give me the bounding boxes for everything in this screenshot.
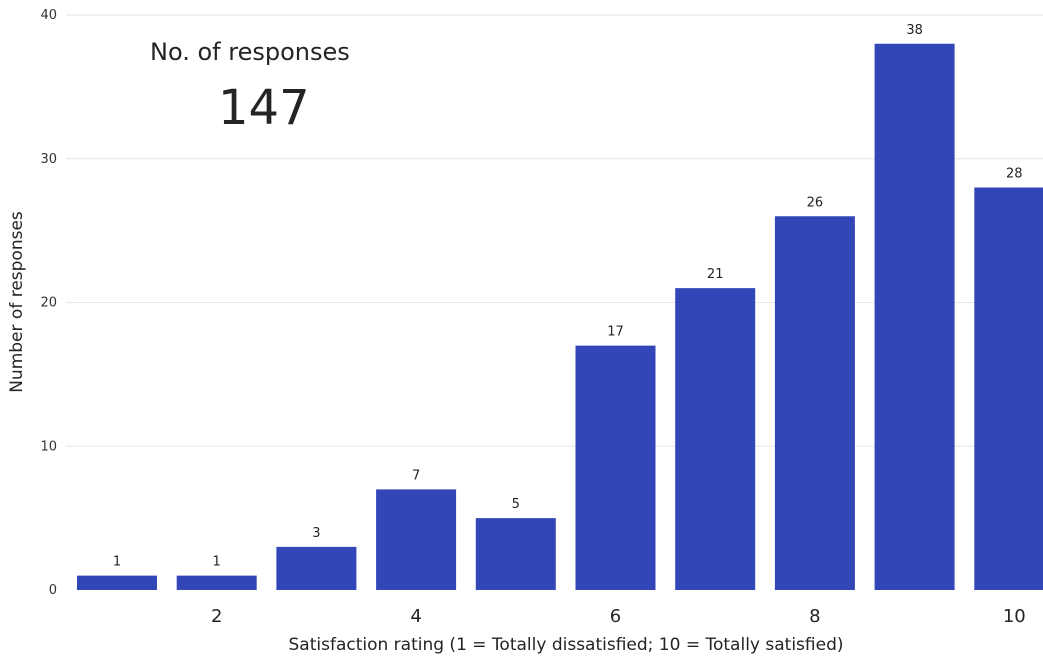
y-tick-label-40: 40 xyxy=(40,8,57,23)
bar-rating-2 xyxy=(176,575,257,590)
data-label-rating-2: 1 xyxy=(213,555,221,570)
data-label-rating-4: 7 xyxy=(412,468,420,483)
bar-rating-6 xyxy=(575,345,656,590)
bar-rating-8 xyxy=(774,216,855,590)
response-count-title: No. of responses xyxy=(150,38,350,66)
data-label-rating-6: 17 xyxy=(607,325,624,340)
x-tick-label-4: 4 xyxy=(410,606,421,627)
data-label-rating-10: 28 xyxy=(1006,167,1023,182)
bar-rating-4 xyxy=(376,489,457,590)
bar-rating-7 xyxy=(675,288,756,590)
y-axis-title: Number of responses xyxy=(7,211,27,393)
data-label-rating-7: 21 xyxy=(707,267,724,282)
x-tick-label-8: 8 xyxy=(809,606,820,627)
data-label-rating-1: 1 xyxy=(113,555,121,570)
y-tick-label-30: 30 xyxy=(40,152,57,167)
bar-rating-9 xyxy=(874,43,955,590)
y-tick-label-10: 10 xyxy=(40,439,57,454)
bar-rating-5 xyxy=(475,518,556,590)
bar-rating-1 xyxy=(77,575,157,590)
response-count-value: 147 xyxy=(218,80,310,136)
data-label-rating-3: 3 xyxy=(312,526,320,541)
x-tick-label-2: 2 xyxy=(211,606,222,627)
bars xyxy=(77,43,1043,590)
x-tick-label-10: 10 xyxy=(1003,606,1026,627)
data-label-rating-8: 26 xyxy=(807,195,824,210)
bar-rating-10 xyxy=(974,187,1043,590)
bar-rating-3 xyxy=(276,546,357,590)
x-tick-label-6: 6 xyxy=(610,606,621,627)
y-tick-label-0: 0 xyxy=(49,583,57,598)
data-label-rating-5: 5 xyxy=(512,497,520,512)
y-tick-label-20: 20 xyxy=(40,296,57,311)
y-axis-ticks: 0 10 20 30 40 xyxy=(40,8,57,598)
data-labels: 1 1 3 7 5 17 21 26 38 28 xyxy=(113,23,1023,570)
x-axis-ticks: 2 4 6 8 10 xyxy=(211,606,1026,627)
data-label-rating-9: 38 xyxy=(906,23,923,38)
x-axis-title: Satisfaction rating (1 = Totally dissati… xyxy=(289,635,844,655)
